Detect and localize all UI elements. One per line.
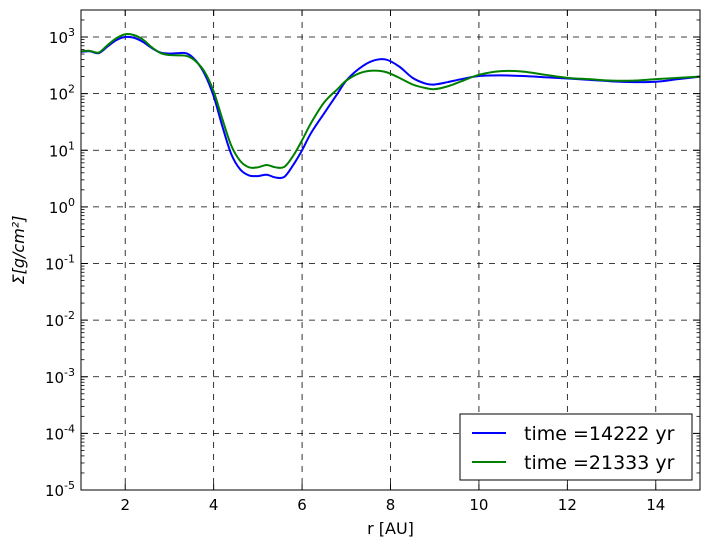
y-axis-label: Σ[g/cm²] xyxy=(9,216,28,285)
legend: time =14222 yr time =21333 yr xyxy=(459,413,693,481)
x-tick-label: 8 xyxy=(386,496,396,514)
x-tick-label: 12 xyxy=(558,496,577,514)
x-tick-label: 4 xyxy=(209,496,219,514)
legend-box xyxy=(459,413,693,481)
x-tick-label: 14 xyxy=(646,496,665,514)
x-tick-label: 10 xyxy=(469,496,488,514)
x-tick-label: 2 xyxy=(120,496,130,514)
series-line-2 xyxy=(80,33,701,169)
tick-labels: 2 4 6 8 10 12 14 10-5 10-4 10-3 10-2 10-1 100 101 102 1… xyxy=(45,26,665,514)
y-tick-label: 103 xyxy=(49,26,75,47)
y-tick-label: 10-1 xyxy=(45,253,75,274)
y-tick-label: 10-3 xyxy=(45,366,75,387)
y-tick-label: 10-2 xyxy=(45,309,75,330)
grid xyxy=(81,10,700,490)
x-tick-label: 6 xyxy=(297,496,307,514)
y-tick-label: 100 xyxy=(49,196,75,217)
ticks xyxy=(81,10,700,491)
legend-label-series-1: time =14222 yr xyxy=(524,423,675,445)
y-tick-label: 10-5 xyxy=(45,479,75,500)
legend-label-series-2: time =21333 yr xyxy=(524,452,675,474)
series-layer xyxy=(80,33,701,180)
x-axis-label: r [AU] xyxy=(367,519,414,538)
y-tick-label: 10-4 xyxy=(45,422,75,443)
y-tick-label: 101 xyxy=(49,139,75,160)
y-tick-label: 102 xyxy=(49,83,75,104)
